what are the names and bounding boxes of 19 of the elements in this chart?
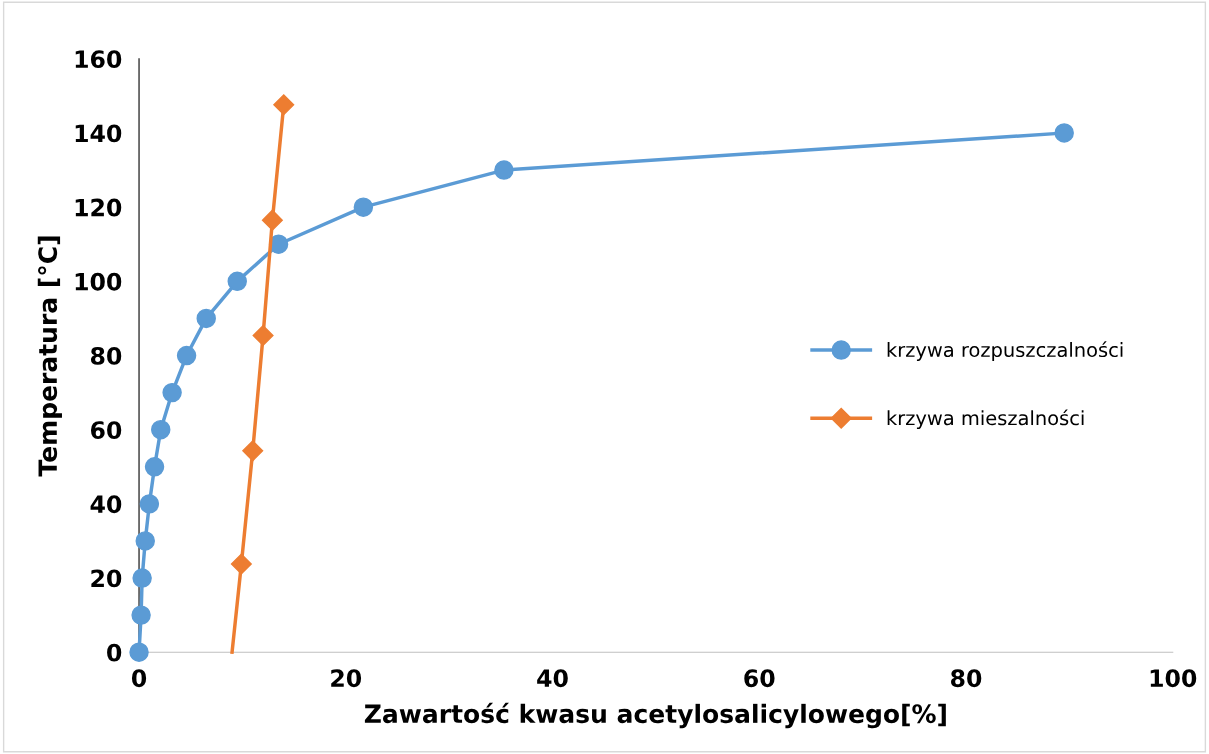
y-tick-label: 20 — [91, 569, 122, 588]
legend-label: krzywa rozpuszczalności — [887, 341, 1123, 361]
x-tick-label: 20 — [331, 669, 362, 688]
y-tick-label: 40 — [90, 495, 122, 514]
x-tick-label: 100 — [1150, 669, 1197, 688]
y-tick-label: 160 — [75, 50, 122, 69]
y-tick-label: 60 — [90, 421, 122, 439]
y-tick-label: 0 — [107, 643, 122, 662]
x-tick-label: 80 — [951, 669, 982, 688]
y-tick-label: 80 — [90, 346, 122, 365]
y-tick-label: 100 — [75, 272, 122, 291]
x-tick-label: 40 — [537, 669, 568, 688]
x-tick-label: 0 — [131, 669, 147, 688]
x-tick-label: 60 — [744, 669, 775, 688]
y-axis-title: Temperatura [°C] — [37, 236, 62, 477]
y-tick-label: 120 — [75, 198, 122, 217]
legend-label: krzywa mieszalności — [887, 409, 1084, 430]
y-tick-label: 140 — [75, 124, 122, 143]
x-axis-title: Zawartość kwasu acetylosalicylowego[%] — [364, 702, 946, 729]
